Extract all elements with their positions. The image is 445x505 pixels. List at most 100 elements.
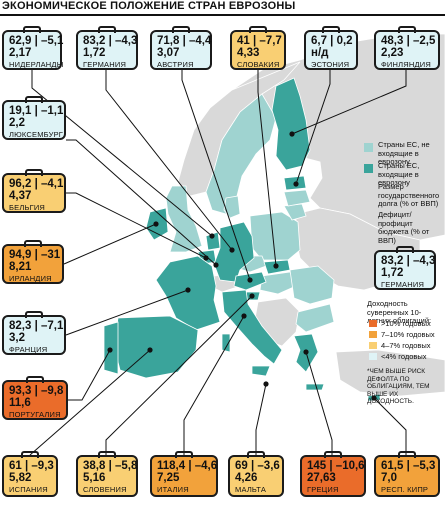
country-name: ЛЮКСЕМБУРГ [9, 130, 64, 139]
legend-swatch-eu-non-euro [364, 143, 373, 152]
bond-yield-value: 7,25 [157, 472, 180, 484]
legend-swatch-eurozone [364, 164, 373, 173]
marker-portugal [107, 347, 113, 353]
country-bulgaria [295, 303, 335, 333]
marker-netherlands [209, 233, 215, 239]
bond-yield-value: 3,07 [157, 47, 180, 59]
marker-france [185, 287, 191, 293]
bond-yield-value: 11,6 [9, 397, 31, 409]
legend-deficit: Дефицит/профицит бюджета (% от ВВП) [378, 210, 430, 245]
debt-deficit-value: 93,3 | –9,8 [9, 385, 64, 397]
country-romania [289, 265, 335, 305]
country-name: МАЛЬТА [235, 485, 267, 494]
debt-deficit-value: 94,9 | –31 [9, 249, 61, 261]
country-name: НИДЕРЛАНДЫ [9, 60, 64, 69]
leader-belgium [66, 192, 207, 259]
bond-yield-value: 27,63 [307, 472, 336, 484]
leader-estonia [295, 70, 331, 185]
marker-slovakia [273, 263, 279, 269]
bond-yield-value: 2,2 [9, 117, 25, 129]
debt-deficit-value: 61,5 | –5,3 [381, 460, 436, 472]
bond-yield-value: 4,33 [237, 47, 260, 59]
card-portugal: 93,3 | –9,8 11,6 ПОРТУГАЛИЯ [2, 376, 68, 420]
leader-germany [105, 70, 233, 251]
bond-yield-value: 1,72 [83, 47, 106, 59]
bond-yield-value: 4,37 [9, 190, 32, 202]
country-hungary [259, 271, 297, 295]
bond-yield-value: 2,17 [9, 47, 32, 59]
bond-yield-value: 8,21 [9, 261, 32, 273]
legend-eu-non-euro: Страны ЕС, не входящие в еврозону [378, 140, 430, 166]
card-germany: 83,2 | –4,3 1,72 ГЕРМАНИЯ [76, 26, 138, 70]
leader-malta [255, 383, 267, 455]
leader-finland [291, 70, 407, 135]
leader-netherlands [31, 70, 213, 237]
country-name: ФРАНЦИЯ [9, 345, 48, 354]
card-malta: 69 | –3,6 4,26 МАЛЬТА [228, 451, 284, 497]
debt-deficit-value: 145 | –10,6 [307, 460, 365, 472]
card-cyprus: 61,5 | –5,3 7,0 РЕСП. КИПР [374, 451, 440, 497]
card-austria: 71,8 | –4,4 3,07 АВСТРИЯ [150, 26, 212, 70]
debt-deficit-value: 69 | –3,6 [235, 460, 280, 472]
marker-finland [289, 131, 295, 137]
card-spain: 61 | –9,3 5,82 ИСПАНИЯ [2, 451, 58, 497]
legend-swatch-yield-4-7 [369, 342, 377, 349]
debt-deficit-value: 48,3 | –2,5 [381, 35, 436, 47]
country-name: ИТАЛИЯ [157, 485, 189, 494]
card-luxembourg: 19,1 | –1,1 2,2 ЛЮКСЕМБУРГ [2, 96, 66, 140]
bond-yield-value: 5,16 [83, 472, 106, 484]
debt-deficit-value: 83,2 | –4,3 [83, 35, 138, 47]
card-italy: 118,4 | –4,6 7,25 ИТАЛИЯ [150, 451, 218, 497]
marker-greece [303, 349, 309, 355]
leader-slovakia [257, 70, 277, 267]
legend-swatch-yield-7-10 [369, 331, 377, 338]
country-spain [113, 315, 199, 379]
legend-swatch-yield-over-10 [369, 320, 377, 327]
leader-slovenia [105, 295, 253, 455]
bond-yield-value: 7,0 [381, 472, 397, 484]
legend-yield-over-10: >10% годовых [381, 319, 431, 328]
marker-spain [147, 347, 153, 353]
country-markers [107, 131, 377, 401]
country-name: РЕСП. КИПР [381, 485, 429, 494]
country-italy [221, 289, 283, 365]
leader-greece [305, 351, 333, 455]
country-sweden [205, 93, 277, 215]
legend-swatch-yield-under-4 [369, 353, 377, 360]
country-crete [305, 383, 325, 391]
bond-yield-value: н/д [311, 47, 329, 59]
debt-deficit-value: 82,3 | –7,1 [9, 320, 64, 332]
example-bond-yield: 1,72 [381, 267, 404, 279]
country-name: ГРЕЦИЯ [307, 485, 339, 494]
leader-spain [29, 349, 151, 456]
map-title: ЭКОНОМИЧЕСКОЕ ПОЛОЖЕНИЕ СТРАН ЕВРОЗОНЫ [2, 0, 296, 12]
debt-deficit-value: 38,8 | –5,8 [83, 460, 138, 472]
country-sicily [251, 365, 271, 377]
country-name: АВСТРИЯ [157, 60, 194, 69]
country-name: СЛОВЕНИЯ [83, 485, 127, 494]
card-france: 82,3 | –7,1 3,2 ФРАНЦИЯ [2, 311, 66, 355]
marker-slovenia [249, 293, 255, 299]
card-greece: 145 | –10,6 27,63 ГРЕЦИЯ [300, 451, 366, 497]
example-debt-deficit: 83,2 | –4,3 [381, 255, 436, 267]
country-sardinia [221, 333, 231, 353]
bond-yield-value: 5,82 [9, 472, 32, 484]
debt-deficit-value: 96,2 | –4,1 [9, 178, 64, 190]
country-name: ПОРТУГАЛИЯ [9, 410, 61, 419]
title-underline [0, 14, 445, 16]
leader-cyprus [373, 397, 407, 455]
leader-france [65, 289, 189, 336]
debt-deficit-value: 6,7 | 0,2 [311, 35, 353, 47]
legend-debt: Размер государственного долга (% от ВВП) [378, 182, 440, 208]
country-name: ЭСТОНИЯ [311, 60, 350, 69]
marker-austria [247, 277, 253, 283]
leader-ireland [63, 223, 157, 265]
marker-estonia [293, 181, 299, 187]
country-name: ГЕРМАНИЯ [83, 60, 127, 69]
debt-deficit-value: 118,4 | –4,6 [157, 460, 218, 472]
debt-deficit-value: 19,1 | –1,1 [9, 105, 64, 117]
legend-example-card: 83,2 | –4,3 1,72 ГЕРМАНИЯ [374, 246, 436, 290]
marker-ireland [153, 221, 159, 227]
marker-germany [229, 247, 235, 253]
